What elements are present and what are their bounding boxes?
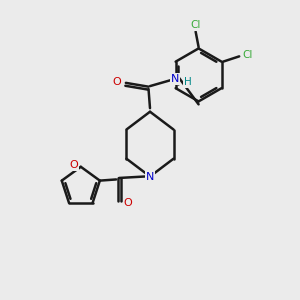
Text: H: H [184,77,191,87]
Text: Cl: Cl [190,20,201,30]
Text: O: O [124,198,132,208]
Text: N: N [171,74,179,84]
Text: O: O [69,160,78,170]
Text: Cl: Cl [242,50,252,61]
Text: O: O [112,77,122,87]
Text: N: N [146,172,154,182]
